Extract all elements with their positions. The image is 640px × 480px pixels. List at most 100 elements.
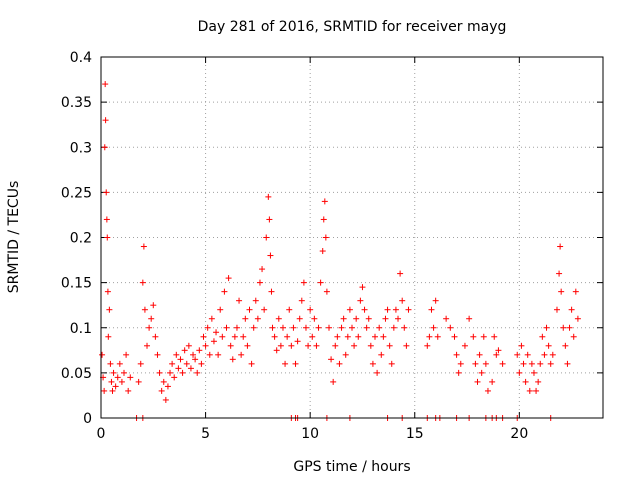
data-point bbox=[290, 324, 297, 331]
data-point bbox=[229, 356, 236, 363]
data-point bbox=[277, 342, 284, 349]
data-point bbox=[574, 315, 581, 322]
data-point bbox=[524, 351, 531, 358]
data-point bbox=[238, 351, 245, 358]
data-point bbox=[200, 333, 207, 340]
grid bbox=[101, 57, 603, 418]
data-point bbox=[107, 360, 114, 367]
data-point bbox=[543, 324, 550, 331]
data-point bbox=[164, 383, 171, 390]
data-point bbox=[319, 248, 326, 255]
data-point bbox=[351, 342, 358, 349]
data-point bbox=[353, 315, 360, 322]
data-point bbox=[493, 351, 500, 358]
data-point bbox=[372, 333, 379, 340]
y-tick-label: 0.15 bbox=[61, 276, 92, 292]
data-point bbox=[564, 360, 571, 367]
data-point bbox=[148, 315, 155, 322]
data-point bbox=[305, 342, 312, 349]
data-point bbox=[144, 342, 151, 349]
data-point bbox=[320, 216, 327, 223]
data-point bbox=[194, 369, 201, 376]
data-point bbox=[453, 351, 460, 358]
data-point bbox=[135, 378, 142, 385]
data-point bbox=[539, 333, 546, 340]
data-point bbox=[167, 369, 174, 376]
data-point bbox=[392, 306, 399, 313]
data-point bbox=[294, 338, 301, 345]
data-point bbox=[114, 374, 121, 381]
data-point bbox=[482, 360, 489, 367]
data-point bbox=[236, 297, 243, 304]
data-point bbox=[374, 369, 381, 376]
data-point bbox=[263, 234, 270, 241]
data-point bbox=[123, 351, 130, 358]
data-point bbox=[547, 360, 554, 367]
data-point bbox=[208, 315, 215, 322]
data-point bbox=[346, 306, 353, 313]
data-point bbox=[390, 324, 397, 331]
y-tick-label: 0.3 bbox=[70, 140, 92, 156]
y-tick-label: 0.35 bbox=[61, 95, 92, 111]
data-point bbox=[361, 306, 368, 313]
data-point bbox=[541, 351, 548, 358]
data-point bbox=[317, 279, 324, 286]
data-point bbox=[470, 333, 477, 340]
y-tick-label: 0 bbox=[83, 411, 92, 427]
data-point bbox=[150, 302, 157, 309]
data-point bbox=[105, 333, 112, 340]
data-point bbox=[233, 324, 240, 331]
data-point bbox=[140, 243, 147, 250]
data-point bbox=[244, 342, 251, 349]
y-tick-label: 0.2 bbox=[70, 231, 92, 247]
data-point bbox=[520, 360, 527, 367]
data-point bbox=[528, 360, 535, 367]
data-point bbox=[545, 342, 552, 349]
data-point bbox=[292, 360, 299, 367]
data-point bbox=[256, 279, 263, 286]
data-point bbox=[300, 279, 307, 286]
data-point bbox=[401, 324, 408, 331]
data-point bbox=[557, 243, 564, 250]
data-point bbox=[514, 351, 521, 358]
data-point bbox=[363, 324, 370, 331]
data-point bbox=[279, 324, 286, 331]
data-point bbox=[405, 306, 412, 313]
data-point bbox=[118, 378, 125, 385]
data-point bbox=[210, 338, 217, 345]
data-point bbox=[108, 378, 115, 385]
data-point bbox=[328, 356, 335, 363]
data-point bbox=[190, 351, 197, 358]
data-point bbox=[386, 342, 393, 349]
data-point bbox=[342, 351, 349, 358]
data-point bbox=[219, 333, 226, 340]
data-point bbox=[141, 306, 148, 313]
data-point bbox=[103, 189, 110, 196]
data-point bbox=[516, 369, 523, 376]
data-point bbox=[428, 306, 435, 313]
data-point bbox=[217, 306, 224, 313]
data-point bbox=[204, 324, 211, 331]
y-tick-label: 0.25 bbox=[61, 185, 92, 201]
data-point bbox=[137, 360, 144, 367]
data-point bbox=[384, 306, 391, 313]
data-point bbox=[340, 315, 347, 322]
data-point bbox=[213, 329, 220, 336]
data-point bbox=[558, 288, 565, 295]
x-tick-label: 0 bbox=[97, 426, 106, 442]
data-point bbox=[526, 387, 533, 394]
data-point bbox=[206, 351, 213, 358]
data-point bbox=[288, 342, 295, 349]
data-point bbox=[376, 324, 383, 331]
y-axis-title: SRMTID / TECUs bbox=[6, 181, 22, 294]
y-tick-label: 0.05 bbox=[61, 366, 92, 382]
plot-frame bbox=[100, 56, 604, 419]
data-point bbox=[146, 324, 153, 331]
data-point bbox=[480, 333, 487, 340]
data-point bbox=[359, 284, 366, 291]
data-point bbox=[495, 347, 502, 354]
data-point bbox=[549, 351, 556, 358]
data-point bbox=[286, 306, 293, 313]
data-point bbox=[198, 360, 205, 367]
